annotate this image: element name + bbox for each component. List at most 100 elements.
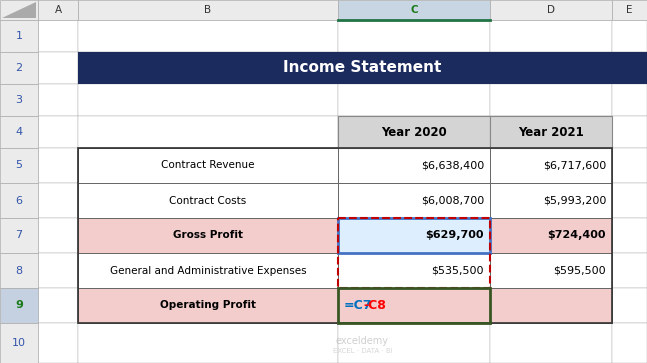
Text: 10: 10 xyxy=(12,338,26,348)
Bar xyxy=(338,84,490,116)
Bar xyxy=(338,183,490,218)
Bar xyxy=(78,288,338,323)
Text: 5: 5 xyxy=(16,160,23,171)
Bar xyxy=(490,253,612,288)
Bar xyxy=(38,148,78,183)
Text: 2: 2 xyxy=(16,63,23,73)
Text: General and Administrative Expenses: General and Administrative Expenses xyxy=(110,265,306,276)
Text: =C7: =C7 xyxy=(344,299,373,312)
Bar xyxy=(490,288,612,323)
Bar xyxy=(78,148,612,323)
Bar xyxy=(78,148,338,183)
Bar xyxy=(490,84,612,116)
Bar xyxy=(490,0,612,20)
Bar xyxy=(78,253,338,288)
Bar xyxy=(490,218,612,253)
Bar xyxy=(338,253,490,288)
Text: Year 2020: Year 2020 xyxy=(381,126,447,139)
Bar xyxy=(0,0,38,20)
Bar xyxy=(78,20,338,52)
Bar xyxy=(338,218,490,253)
Bar xyxy=(0,116,38,148)
Bar xyxy=(78,218,338,253)
Bar xyxy=(338,288,490,323)
Text: 4: 4 xyxy=(16,127,23,137)
Bar xyxy=(612,253,647,288)
Text: Contract Revenue: Contract Revenue xyxy=(161,160,255,171)
Bar xyxy=(38,20,78,52)
Text: Income Statement: Income Statement xyxy=(283,61,442,76)
Bar xyxy=(78,148,338,183)
Bar xyxy=(338,0,490,20)
Bar xyxy=(38,288,78,323)
Bar xyxy=(490,218,612,253)
Bar xyxy=(38,183,78,218)
Text: exceldemy: exceldemy xyxy=(336,336,389,346)
Text: Gross Profit: Gross Profit xyxy=(173,231,243,241)
Bar xyxy=(612,183,647,218)
Bar xyxy=(612,218,647,253)
Bar xyxy=(338,288,490,323)
Bar xyxy=(338,288,490,323)
Bar xyxy=(78,84,338,116)
Text: EXCEL · DATA · BI: EXCEL · DATA · BI xyxy=(333,348,392,354)
Bar xyxy=(338,148,490,183)
Text: 6: 6 xyxy=(16,196,23,205)
Bar xyxy=(338,218,490,253)
Text: Year 2021: Year 2021 xyxy=(518,126,584,139)
Text: 7: 7 xyxy=(16,231,23,241)
Bar xyxy=(0,183,38,218)
Bar xyxy=(338,52,490,84)
Bar xyxy=(612,0,647,20)
Text: 1: 1 xyxy=(16,31,23,41)
Bar xyxy=(0,218,38,253)
Bar xyxy=(338,20,490,52)
Text: $6,008,700: $6,008,700 xyxy=(421,196,484,205)
Bar xyxy=(38,52,78,84)
Bar xyxy=(490,20,612,52)
Bar xyxy=(0,288,38,323)
Text: $595,500: $595,500 xyxy=(553,265,606,276)
Bar xyxy=(38,116,78,148)
Bar xyxy=(78,253,338,288)
Bar xyxy=(0,52,38,84)
Bar xyxy=(490,148,612,183)
Text: $6,717,600: $6,717,600 xyxy=(543,160,606,171)
Bar xyxy=(612,52,647,84)
Bar xyxy=(490,183,612,218)
Bar xyxy=(38,253,78,288)
Bar xyxy=(78,323,338,363)
Text: C: C xyxy=(410,5,418,15)
Bar xyxy=(490,116,612,148)
Bar xyxy=(0,84,38,116)
Text: 9: 9 xyxy=(15,301,23,310)
Bar xyxy=(490,323,612,363)
Text: $629,700: $629,700 xyxy=(426,231,484,241)
Text: B: B xyxy=(204,5,212,15)
Bar xyxy=(38,0,78,20)
Bar xyxy=(490,288,612,323)
Bar xyxy=(78,183,338,218)
Bar xyxy=(0,253,38,288)
Bar xyxy=(0,148,38,183)
Bar xyxy=(78,52,338,84)
Bar xyxy=(612,116,647,148)
Bar xyxy=(78,0,338,20)
Text: -C8: -C8 xyxy=(364,299,386,312)
Bar xyxy=(490,116,612,148)
Bar xyxy=(612,288,647,323)
Bar xyxy=(338,116,490,148)
Text: 8: 8 xyxy=(16,265,23,276)
Bar xyxy=(612,84,647,116)
Text: $6,638,400: $6,638,400 xyxy=(421,160,484,171)
Text: Contract Costs: Contract Costs xyxy=(170,196,247,205)
Bar xyxy=(338,148,490,183)
Bar xyxy=(338,253,490,288)
Bar xyxy=(338,116,490,148)
Text: $5,993,200: $5,993,200 xyxy=(543,196,606,205)
Bar xyxy=(490,52,612,84)
Text: $724,400: $724,400 xyxy=(547,231,606,241)
Bar xyxy=(0,323,38,363)
Bar xyxy=(38,218,78,253)
Bar xyxy=(38,323,78,363)
